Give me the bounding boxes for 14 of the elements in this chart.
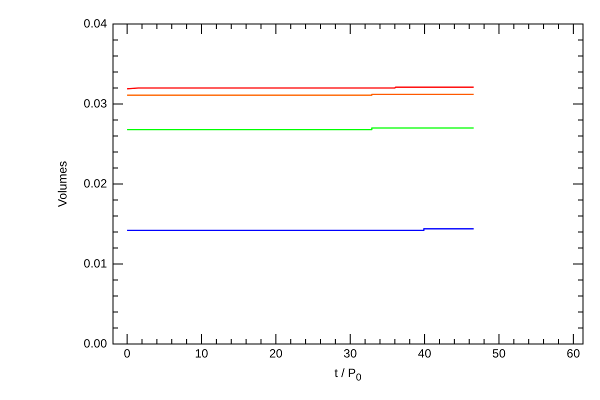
y-tick-label: 0.03 (84, 96, 108, 110)
y-tick-label: 0.04 (84, 16, 108, 30)
y-axis-title: Volumes (56, 160, 70, 208)
x-tick-label: 60 (566, 346, 580, 361)
x-tick-label: 0 (124, 346, 131, 361)
x-tick-label: 10 (194, 346, 208, 361)
y-tick-label: 0.02 (84, 176, 108, 190)
y-tick-label: 0.01 (84, 256, 108, 270)
x-tick-label: 40 (418, 346, 432, 361)
x-axis-title: t / P$_{0}$ (334, 366, 362, 384)
x-tick-label: 50 (492, 346, 506, 361)
x-tick-label: 30 (344, 346, 358, 361)
x-tick-label: 20 (269, 346, 283, 361)
y-tick-label: 0.00 (84, 336, 108, 350)
